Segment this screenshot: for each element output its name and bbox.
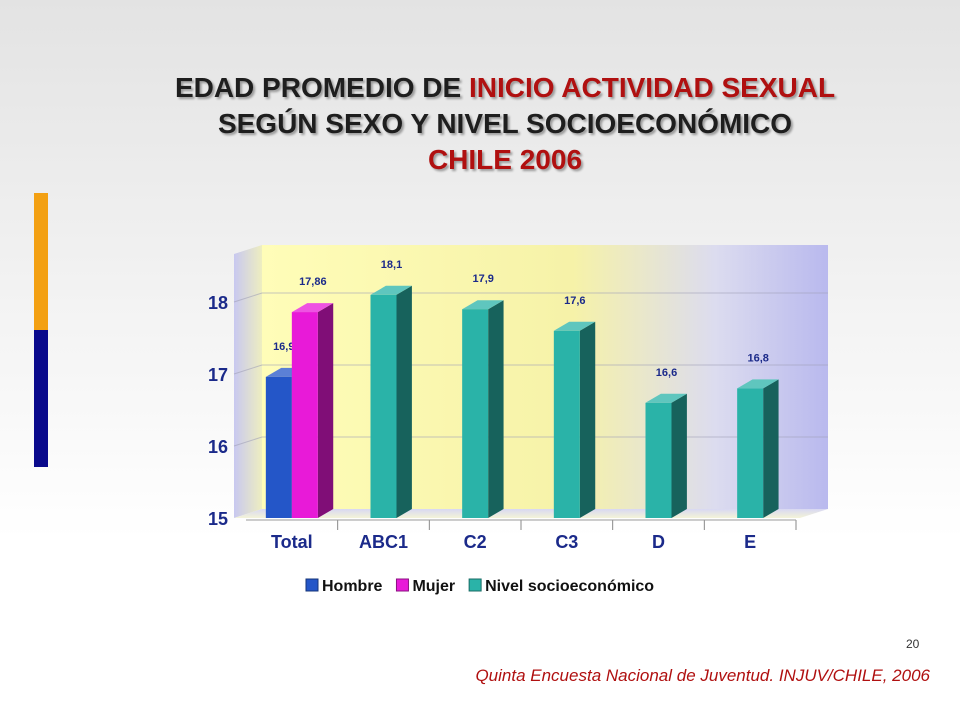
page-number: 20 [906, 637, 920, 651]
y-tick-label-18: 18 [208, 293, 228, 313]
data-label-nivel-socioecon-mico-5: 16,8 [747, 352, 768, 364]
gridline-18 [233, 292, 828, 303]
legend-label-mujer: Mujer [412, 578, 455, 595]
bar-top-nivel-socioecon-mico-2 [462, 300, 504, 310]
chart-side-wall [234, 245, 262, 518]
y-tick-label-16: 16 [208, 437, 228, 457]
legend-swatch-hombre [305, 578, 319, 592]
bar-side-nivel-socioecon-mico-4 [671, 393, 687, 518]
x-category-label-1: ABC1 [359, 532, 408, 552]
bar-side-mujer-0 [317, 303, 334, 518]
title-part-red: INICIO ACTIVIDAD SEXUAL [468, 72, 836, 103]
x-category-label-3: C3 [555, 532, 578, 552]
bar-top-nivel-socioecon-mico-4 [645, 393, 687, 403]
bar-side-nivel-socioecon-mico-1 [396, 285, 412, 518]
bar-nivel-socioecon-mico-2 [462, 309, 489, 518]
title-line-3: CHILE 2006 [427, 144, 583, 175]
x-category-label-4: D [652, 532, 665, 552]
gridline-17 [233, 364, 828, 375]
y-tick-label-17: 17 [208, 365, 228, 385]
bar-nivel-socioecon-mico-3 [553, 330, 580, 518]
bar-mujer-0 [291, 312, 318, 518]
legend-label-nivel-socioecon-mico: Nivel socioeconómico [485, 578, 654, 595]
legend-label-hombre: Hombre [322, 578, 383, 595]
data-label-nivel-socioecon-mico-1: 18,1 [381, 259, 402, 271]
source-citation: Quinta Encuesta Nacional de Juventud. IN… [475, 666, 930, 685]
bar-side-nivel-socioecon-mico-2 [488, 300, 504, 518]
bar-side-nivel-socioecon-mico-5 [763, 379, 779, 518]
title-line-2: SEGÚN SEXO Y NIVEL SOCIOECONÓMICO [217, 108, 793, 139]
title-line-1: EDAD PROMEDIO DE INICIO ACTIVIDAD SEXUAL [0, 70, 960, 106]
data-label-nivel-socioecon-mico-3: 17,6 [564, 295, 585, 307]
title-part-black: EDAD PROMEDIO DE [174, 72, 469, 103]
bar-hombre-0 [265, 376, 292, 518]
accent-bar-orange [34, 193, 48, 330]
bar-top-nivel-socioecon-mico-1 [370, 285, 412, 295]
x-category-label-0: Total [271, 532, 313, 552]
data-label-nivel-socioecon-mico-2: 17,9 [472, 273, 493, 285]
gridline-16 [233, 436, 828, 447]
legend-swatch-mujer [395, 578, 409, 592]
bar-nivel-socioecon-mico-5 [737, 388, 764, 518]
bar-top-nivel-socioecon-mico-5 [737, 379, 779, 389]
x-category-label-2: C2 [464, 532, 487, 552]
data-label-mujer-0: 17,86 [299, 276, 327, 288]
slide-title: EDAD PROMEDIO DE INICIO ACTIVIDAD SEXUAL… [0, 70, 960, 178]
legend-swatch-nivel-socioecon-mico [468, 578, 482, 592]
accent-bar-navy [34, 330, 48, 467]
data-label-nivel-socioecon-mico-4: 16,6 [656, 367, 677, 379]
bar-top-nivel-socioecon-mico-3 [553, 321, 596, 331]
bar-nivel-socioecon-mico-1 [370, 294, 397, 518]
bar-top-mujer-0 [291, 303, 334, 313]
x-category-label-5: E [744, 532, 756, 552]
bar-nivel-socioecon-mico-4 [645, 402, 672, 518]
y-tick-label-15: 15 [208, 509, 228, 529]
bar-side-nivel-socioecon-mico-3 [579, 321, 596, 518]
